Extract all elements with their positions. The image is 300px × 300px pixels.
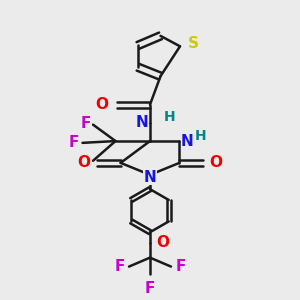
Text: S: S — [188, 36, 199, 51]
Text: N: N — [136, 115, 148, 130]
Text: H: H — [164, 110, 175, 124]
Text: F: F — [81, 155, 92, 170]
Text: F: F — [114, 259, 124, 274]
Text: O: O — [157, 235, 169, 250]
Text: O: O — [78, 155, 91, 170]
Text: N: N — [144, 170, 156, 185]
Text: H: H — [195, 129, 207, 143]
Text: N: N — [181, 134, 194, 148]
Text: F: F — [68, 135, 79, 150]
Text: F: F — [145, 281, 155, 296]
Text: O: O — [96, 97, 109, 112]
Text: F: F — [176, 259, 186, 274]
Text: F: F — [81, 116, 92, 130]
Text: O: O — [209, 155, 222, 170]
